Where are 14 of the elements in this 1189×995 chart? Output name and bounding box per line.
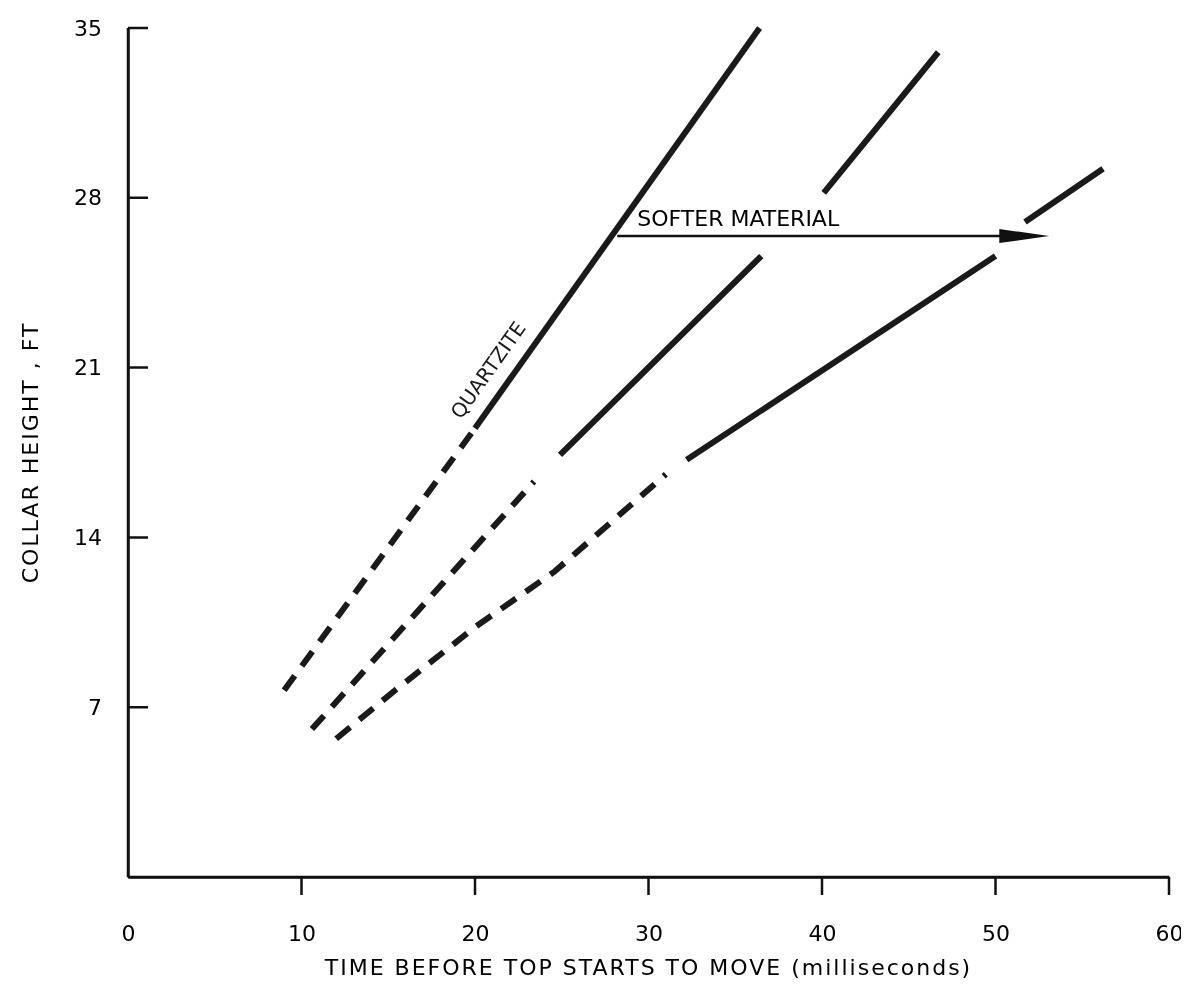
x-axis-title: TIME BEFORE TOP STARTS TO MOVE (milliseconds)	[323, 955, 973, 980]
y-tick-label: 21	[74, 355, 102, 381]
x-tick-label: 40	[808, 920, 837, 946]
y-tick-label: 35	[74, 15, 102, 41]
y-tick-label: 14	[74, 524, 102, 550]
y-tick-label: 7	[88, 694, 102, 720]
annotation: SOFTER MATERIAL	[637, 206, 840, 232]
x-tick-label: 10	[288, 920, 316, 946]
x-tick-label: 0	[121, 920, 136, 946]
x-tick-label: 50	[982, 920, 1010, 946]
y-tick-label: 28	[74, 185, 102, 211]
x-tick-label: 30	[635, 920, 663, 946]
x-tick-label: 20	[461, 920, 490, 946]
y-axis-title: COLLAR HEIGHT , FT	[18, 321, 43, 584]
